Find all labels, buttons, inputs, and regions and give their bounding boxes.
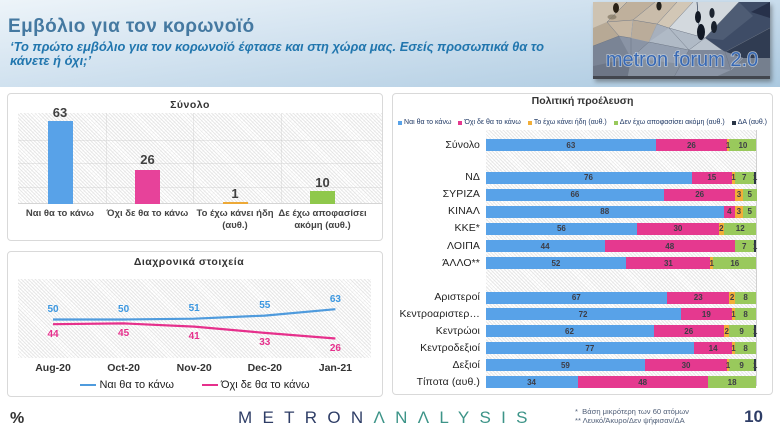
svg-text:50: 50 — [47, 304, 59, 315]
svg-text:33: 33 — [259, 337, 271, 348]
svg-text:50: 50 — [118, 304, 130, 315]
svg-text:55: 55 — [259, 300, 271, 311]
svg-text:63: 63 — [330, 294, 342, 305]
svg-text:41: 41 — [189, 331, 201, 342]
svg-text:metron forum 2.0: metron forum 2.0 — [606, 49, 758, 71]
svg-text:26: 26 — [330, 343, 342, 354]
svg-text:51: 51 — [189, 303, 201, 314]
svg-text:45: 45 — [118, 328, 130, 339]
svg-text:44: 44 — [47, 329, 59, 340]
